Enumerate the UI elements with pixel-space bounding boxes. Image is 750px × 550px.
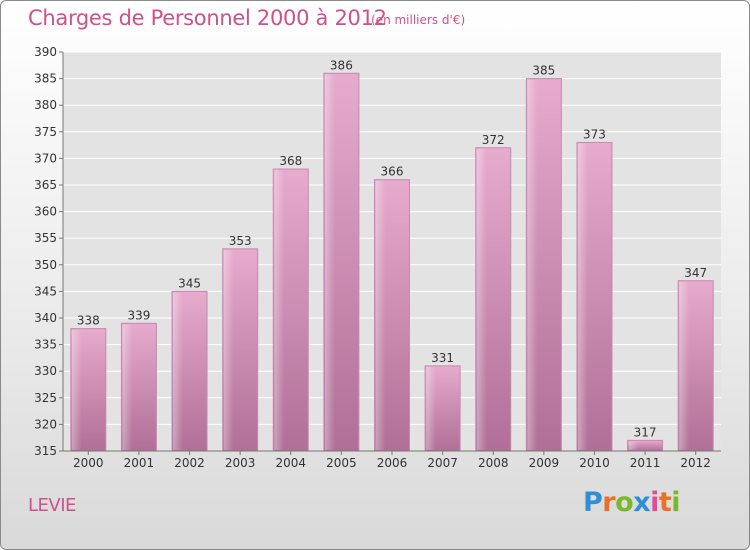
bar-highlight: [527, 79, 538, 450]
y-tick-label: 390: [34, 45, 57, 59]
bar-highlight: [426, 366, 437, 450]
logo-letter: P: [583, 487, 603, 518]
y-tick-label: 360: [34, 205, 57, 219]
bar-highlight: [223, 249, 234, 450]
x-tick-label: 2007: [427, 456, 458, 470]
x-tick-label: 2011: [630, 456, 661, 470]
y-tick-label: 330: [34, 364, 57, 378]
data-label: 347: [684, 266, 707, 280]
logo-letter: i: [671, 487, 681, 518]
bars: 338 339 345 353 368 386 366 331 372 385 373 317 347: [70, 58, 714, 452]
bar-highlight: [375, 180, 386, 450]
y-tick-label: 350: [34, 258, 57, 272]
bar-highlight: [324, 74, 335, 450]
logo-letter: o: [615, 487, 634, 518]
y-tick-label: 370: [34, 151, 57, 165]
bar-highlight: [274, 170, 285, 451]
data-label: 338: [77, 314, 100, 328]
y-tick-label: 335: [34, 338, 57, 352]
chart-title: Charges de Personnel 2000 à 2012: [28, 6, 387, 30]
y-tick-label: 325: [34, 391, 57, 405]
logo-letter: i: [650, 487, 659, 518]
data-label: 386: [330, 58, 353, 72]
bar-highlight: [476, 148, 487, 450]
x-tick-label: 2000: [73, 456, 104, 470]
x-tick-label: 2004: [275, 456, 306, 470]
axes: 315 320 325 330 335 340 345 350 355 360 365 370 375 3…: [34, 45, 721, 470]
x-tick-label: 2006: [377, 456, 408, 470]
bar-highlight: [628, 441, 639, 450]
x-tick-label: 2003: [225, 456, 256, 470]
y-tick-label: 385: [34, 72, 57, 86]
bar-highlight: [122, 324, 133, 450]
data-label: 317: [634, 425, 657, 439]
logo-letter: r: [602, 487, 616, 518]
x-tick-label: 2005: [326, 456, 357, 470]
y-tick-label: 315: [34, 444, 57, 458]
y-tick-label: 320: [34, 417, 57, 431]
data-label: 385: [532, 64, 555, 78]
x-tick-label: 2010: [579, 456, 610, 470]
y-tick-label: 365: [34, 178, 57, 192]
data-label: 368: [279, 154, 302, 168]
x-tick-label: 2008: [478, 456, 509, 470]
proxiti-logo: Proxiti: [583, 487, 681, 518]
logo-letter: x: [633, 487, 651, 518]
y-tick-label: 340: [34, 311, 57, 325]
x-tick-label: 2009: [529, 456, 560, 470]
data-label: 372: [482, 133, 505, 147]
data-label: 331: [431, 351, 454, 365]
bar-highlight: [577, 143, 588, 450]
chart-subtitle: (en milliers d'€): [371, 13, 466, 27]
y-tick-label: 355: [34, 231, 57, 245]
bar-highlight: [679, 281, 690, 450]
data-label: 339: [127, 308, 150, 322]
y-tick-label: 375: [34, 125, 57, 139]
x-tick-label: 2012: [680, 456, 711, 470]
data-label: 345: [178, 276, 201, 290]
y-tick-label: 345: [34, 284, 57, 298]
x-tick-label: 2001: [124, 456, 155, 470]
data-label: 353: [229, 234, 252, 248]
data-label: 366: [381, 165, 404, 179]
y-tick-label: 380: [34, 98, 57, 112]
commune-name: LEVIE: [28, 495, 76, 516]
x-tick-label: 2002: [174, 456, 205, 470]
bar-highlight: [71, 329, 82, 450]
bar-highlight: [173, 292, 184, 450]
logo-letter: t: [658, 487, 672, 518]
data-label: 373: [583, 127, 606, 141]
